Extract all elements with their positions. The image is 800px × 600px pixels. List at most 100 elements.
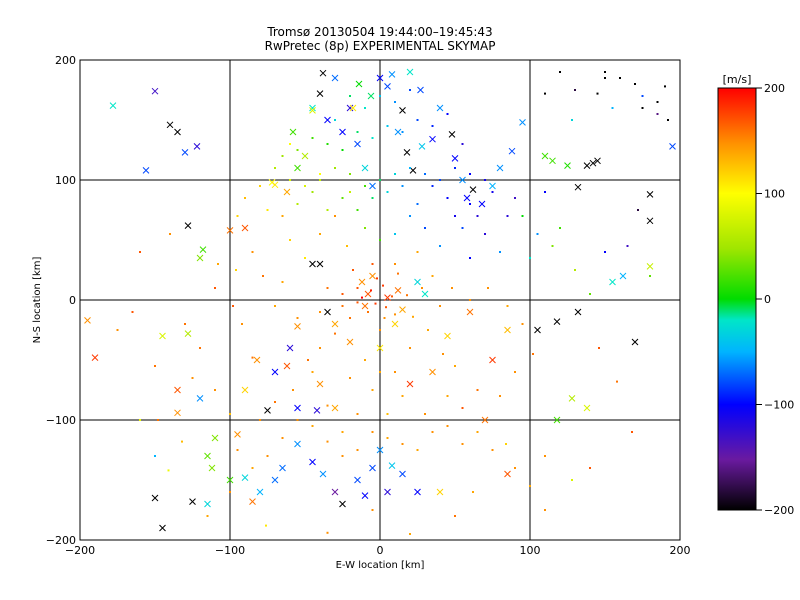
scatter-point-dot <box>296 317 299 319</box>
scatter-point-dot <box>461 407 464 409</box>
chart-title: Tromsø 20130504 19:44:00–19:45:43 <box>266 25 492 39</box>
scatter-point-x <box>369 182 376 190</box>
scatter-point-x <box>519 119 526 126</box>
scatter-point-dot <box>442 353 444 355</box>
scatter-point-dot <box>529 257 531 259</box>
scatter-point-dot <box>244 197 246 199</box>
scatter-point-dot <box>241 323 243 325</box>
scatter-point-x <box>271 368 279 376</box>
scatter-point-x <box>448 131 456 138</box>
scatter-point-dot <box>379 371 381 373</box>
scatter-point-x <box>346 104 354 112</box>
scatter-point-dot <box>637 209 639 211</box>
scatter-point-dot <box>311 191 314 193</box>
colorbar-tick-label: 200 <box>764 82 785 95</box>
scatter-point-dot <box>181 440 183 443</box>
scatter-point-x <box>418 143 426 150</box>
scatter-point-dot <box>167 469 170 472</box>
scatter-point-x <box>346 338 354 346</box>
scatter-point-dot <box>341 197 344 199</box>
scatter-point-x <box>316 260 324 268</box>
scatter-point-dot <box>370 289 372 292</box>
scatter-point-x <box>414 488 421 496</box>
scatter-point-dot <box>536 233 539 235</box>
scatter-point-x <box>429 135 436 143</box>
colorbar-tick-label: 0 <box>764 293 771 306</box>
scatter-point-dot <box>139 251 141 253</box>
scatter-point-x <box>574 308 582 316</box>
scatter-point-x <box>568 395 576 402</box>
scatter-point-dot <box>521 215 524 217</box>
scatter-point-dot <box>401 185 404 187</box>
scatter-point-dot <box>439 179 441 181</box>
x-tick-label: −200 <box>65 544 95 557</box>
scatter-point-dot <box>446 197 449 199</box>
scatter-point-dot <box>326 404 329 407</box>
scatter-point-dot <box>604 251 606 253</box>
scatter-point-dot <box>311 425 314 427</box>
scatter-point-dot <box>367 311 369 313</box>
scatter-point-dot <box>326 209 329 211</box>
scatter-point-dot <box>214 287 216 289</box>
scatter-point-x <box>181 149 189 156</box>
scatter-point-dot <box>341 305 344 307</box>
scatter-point-dot <box>251 467 254 469</box>
scatter-point-dot <box>289 239 291 241</box>
scatter-point-dot <box>667 119 669 121</box>
scatter-point-x <box>619 272 627 280</box>
scatter-point-x <box>279 464 286 472</box>
scatter-point-dot <box>349 317 351 319</box>
scatter-point-x <box>174 128 181 136</box>
scatter-point-dot <box>469 173 471 175</box>
scatter-point-x <box>253 356 261 364</box>
scatter-point-x <box>151 87 159 95</box>
y-tick-label: 0 <box>69 294 76 307</box>
scatter-points <box>84 68 676 535</box>
scatter-point-x <box>331 404 339 412</box>
scatter-point-x <box>376 446 384 454</box>
scatter-point-x <box>349 104 357 112</box>
scatter-point-dot <box>571 479 573 481</box>
scatter-point-dot <box>626 245 629 247</box>
scatter-point-x <box>294 440 301 448</box>
x-tick-label: 200 <box>670 544 691 557</box>
scatter-point-x <box>283 188 291 196</box>
scatter-point-x <box>319 69 327 77</box>
scatter-point-dot <box>487 287 489 289</box>
scatter-point-x <box>309 260 316 268</box>
colorbar <box>717 87 757 511</box>
scatter-point-dot <box>311 371 314 373</box>
scatter-point-x <box>234 431 241 438</box>
scatter-point-dot <box>491 191 494 193</box>
scatter-point-dot <box>157 419 159 421</box>
scatter-point-x <box>669 143 676 150</box>
scatter-point-dot <box>641 107 644 109</box>
scatter-point-dot <box>499 251 501 253</box>
plot-frame <box>79 59 681 541</box>
scatter-point-dot <box>319 347 321 349</box>
scatter-point-x <box>166 121 174 129</box>
scatter-point-dot <box>281 215 284 217</box>
scatter-point-dot <box>356 287 359 289</box>
scatter-point-dot <box>439 245 441 247</box>
scatter-point-dot <box>424 173 426 175</box>
scatter-point-dot <box>296 419 299 421</box>
scatter-point-dot <box>506 215 509 217</box>
scatter-point-dot <box>476 389 479 391</box>
scatter-point-dot <box>484 233 486 235</box>
scatter-point-dot <box>461 143 464 145</box>
scatter-point-x <box>489 182 496 190</box>
scatter-point-dot <box>364 107 366 109</box>
scatter-point-dot <box>589 293 591 295</box>
colorbar-label: [m/s] <box>723 73 752 86</box>
scatter-point-x <box>226 476 234 484</box>
y-tick-label: −200 <box>46 534 76 547</box>
scatter-point-dot <box>319 179 321 181</box>
scatter-point-x <box>496 164 504 172</box>
scatter-point-x <box>583 404 591 412</box>
scatter-point-dot <box>506 305 509 307</box>
scatter-point-dot <box>229 413 231 415</box>
scatter-point-x <box>466 308 474 316</box>
x-axis-ticks: −200 −100 0 100 200 <box>65 544 691 557</box>
scatter-point-x <box>189 498 196 505</box>
